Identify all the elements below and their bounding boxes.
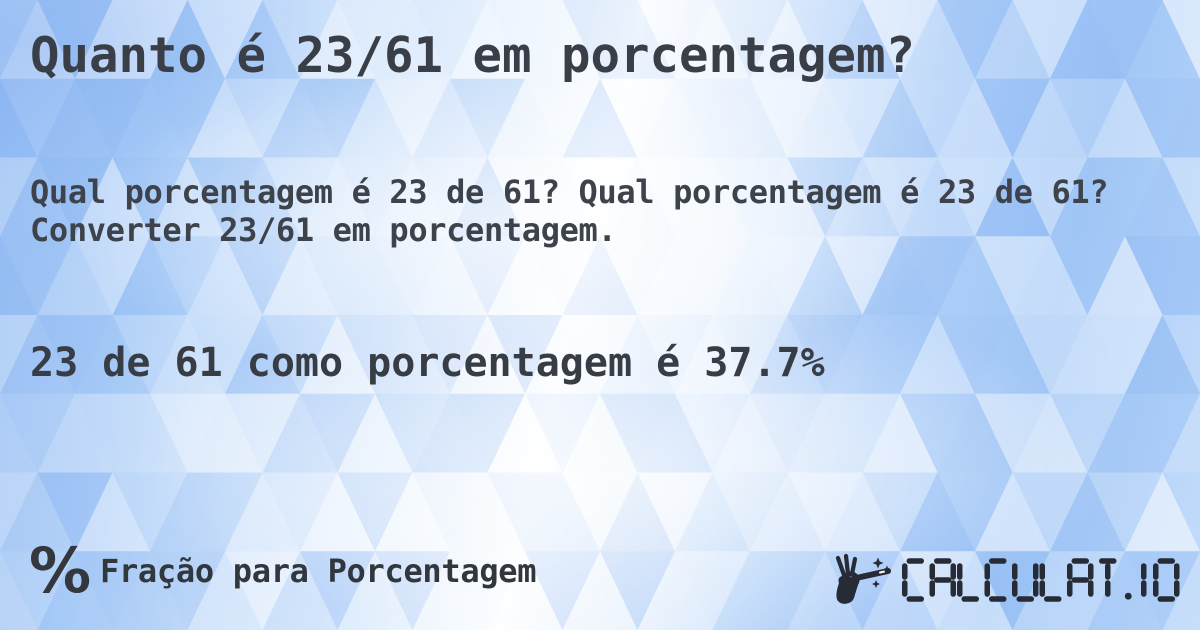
page-title: Quanto é 23/61 em porcentagem?: [30, 27, 916, 84]
question-description: Qual porcentagem é 23 de 61? Qual porcen…: [30, 173, 1109, 249]
magic-wand-hand-icon: [835, 553, 891, 604]
category-label: Fração para Porcentagem: [100, 552, 537, 590]
brand-logo-text: [901, 558, 1179, 602]
brand-logo: [824, 551, 1181, 609]
percent-icon: %: [29, 534, 92, 607]
answer-heading: 23 de 61 como porcentagem é 37.7%: [30, 340, 825, 386]
sparkle-stars-icon: [871, 557, 890, 588]
